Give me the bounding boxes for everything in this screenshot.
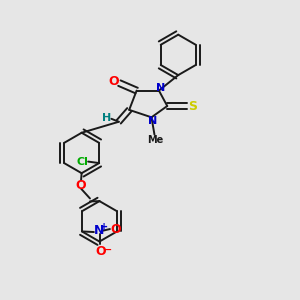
Text: N: N — [94, 224, 104, 237]
Text: Cl: Cl — [76, 157, 88, 166]
Text: S: S — [188, 100, 197, 112]
Text: O: O — [109, 75, 119, 88]
Text: N: N — [148, 116, 158, 126]
Text: N: N — [156, 82, 166, 93]
Text: Me: Me — [147, 135, 164, 145]
Text: +: + — [100, 222, 108, 232]
Text: O: O — [76, 178, 86, 192]
Text: −: − — [103, 245, 112, 255]
Text: O: O — [110, 223, 121, 236]
Text: H: H — [102, 113, 112, 123]
Text: O: O — [95, 245, 106, 258]
